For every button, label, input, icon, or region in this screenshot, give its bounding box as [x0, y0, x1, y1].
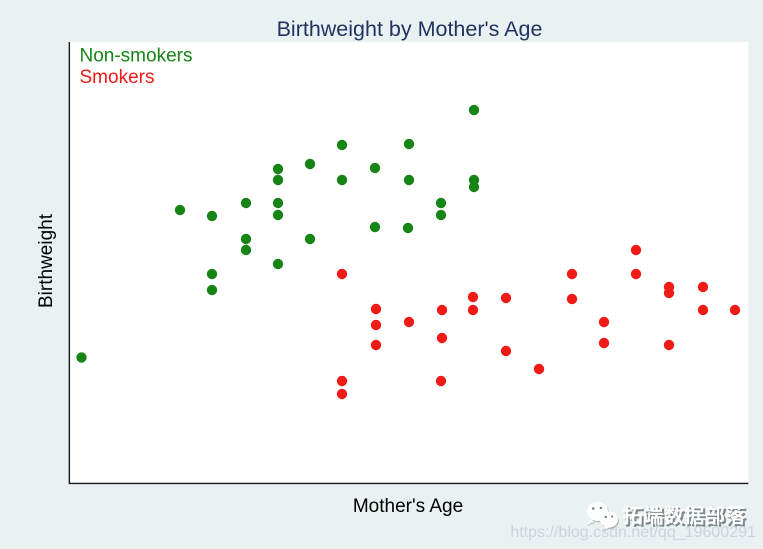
svg-text:Non-smokers: Non-smokers: [80, 46, 193, 67]
svg-text:Birthweight: Birthweight: [36, 213, 57, 308]
svg-text:Smokers: Smokers: [80, 67, 155, 88]
svg-text:https://blog.csdn.net/qq_19600: https://blog.csdn.net/qq_19600291: [510, 524, 756, 541]
svg-text:Birthweight by Mother's Age: Birthweight by Mother's Age: [277, 17, 543, 41]
svg-text:Mother's Age: Mother's Age: [353, 496, 463, 517]
